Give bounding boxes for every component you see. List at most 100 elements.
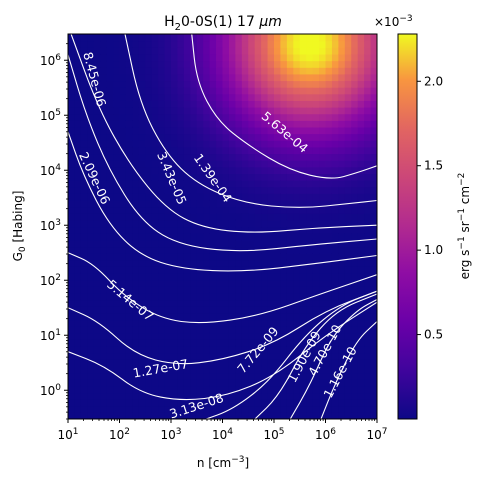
heatmap-cell [183,160,191,168]
heatmap-cell [351,292,359,301]
heatmap-cell [299,299,307,307]
heatmap-cell [138,392,146,400]
heatmap-cell [280,73,288,82]
heatmap-cell [87,100,95,108]
heatmap-cell [261,146,269,155]
heatmap-cell [151,359,159,367]
heatmap-cell [306,399,314,407]
heatmap-cell [203,173,211,181]
heatmap-cell [312,60,320,68]
heatmap-cell [196,146,204,155]
heatmap-cell [158,372,166,380]
heatmap-cell [261,40,269,48]
heatmap-cell [216,266,224,274]
heatmap-cell [241,226,249,234]
heatmap-cell [209,140,217,148]
heatmap-cell [274,113,282,121]
heatmap-cell [164,199,172,208]
heatmap-cell [325,392,333,400]
heatmap-cell [203,405,211,413]
heatmap-cell [299,67,307,75]
heatmap-cell [87,392,95,400]
heatmap-cell [209,67,217,75]
heatmap-cell [80,213,88,221]
heatmap-cell [196,206,204,214]
heatmap-cell [138,87,146,95]
heatmap-cell [216,379,224,387]
heatmap-cell [222,100,230,108]
heatmap-cell [119,53,127,62]
heatmap-cell [228,365,236,374]
heatmap-cell [183,272,191,281]
heatmap-cell [228,186,236,194]
heatmap-cell [190,67,198,75]
heatmap-cell [235,153,243,161]
heatmap-cell [344,246,352,254]
heatmap-cell [261,339,269,347]
heatmap-cell [299,352,307,360]
heatmap-cell [248,272,256,281]
heatmap-cell [274,259,282,267]
heatmap-cell [267,233,275,241]
heatmap-cell [293,206,301,214]
heatmap-cell [351,392,359,400]
heatmap-cell [125,345,133,354]
heatmap-cell [370,173,377,181]
heatmap-cell [222,233,230,241]
heatmap-cell [222,126,230,135]
heatmap-cell [164,272,172,281]
heatmap-cell [228,239,236,248]
heatmap-cell [351,405,359,413]
heatmap-cell [248,53,256,62]
heatmap-cell [357,266,365,274]
heatmap-cell [138,319,146,327]
heatmap-cell [312,140,320,148]
heatmap-cell [203,166,211,174]
heatmap-cell [183,80,191,88]
heatmap-cell [68,193,76,201]
heatmap-cell [68,312,76,321]
heatmap-cell [177,352,185,360]
heatmap-cell [293,372,301,380]
heatmap-cell [74,306,82,314]
heatmap-cell [370,126,377,135]
heatmap-cell [177,365,185,374]
heatmap-cell [177,259,185,267]
heatmap-cell [216,312,224,321]
heatmap-cell [267,319,275,327]
heatmap-cell [306,34,314,42]
heatmap-cell [228,107,236,115]
heatmap-cell [93,239,101,248]
heatmap-cell [138,365,146,374]
heatmap-cell [93,93,101,101]
heatmap-cell [299,339,307,347]
heatmap-cell [267,379,275,387]
heatmap-cell [235,87,243,95]
heatmap-cell [241,47,249,55]
heatmap-cell [370,306,377,314]
heatmap-cell [216,332,224,340]
heatmap-cell [280,173,288,181]
heatmap-cell [293,160,301,168]
heatmap-cell [261,233,269,241]
heatmap-cell [331,259,339,267]
heatmap-cell [74,53,82,62]
heatmap-cell [216,292,224,301]
heatmap-cell [196,53,204,62]
heatmap-cell [280,47,288,55]
heatmap-cell [344,219,352,228]
heatmap-cell [235,385,243,394]
heatmap-cell [158,60,166,68]
heatmap-cell [216,326,224,334]
heatmap-cell [312,332,320,340]
heatmap-cell [216,87,224,95]
heatmap-cell [68,239,76,248]
heatmap-cell [338,259,346,267]
heatmap-cell [293,253,301,261]
heatmap-cell [87,272,95,281]
heatmap-cell [183,332,191,340]
heatmap-cell [171,385,179,394]
heatmap-cell [74,239,82,248]
heatmap-cell [190,233,198,241]
